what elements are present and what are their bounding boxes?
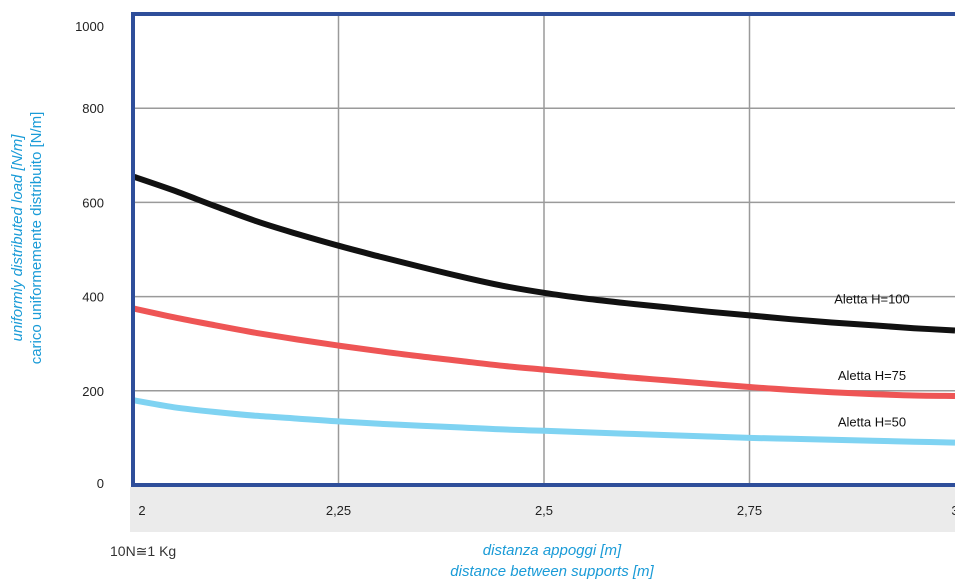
x-axis-label-english: distance between supports [m] bbox=[450, 563, 654, 580]
series-line-1 bbox=[132, 173, 955, 334]
series-line-3 bbox=[132, 397, 955, 446]
x-tick-label: 3 bbox=[951, 503, 955, 518]
unit-conversion-note: 10N≅1 Kg bbox=[110, 543, 176, 559]
y-axis-label-english: uniformly distributed load [N/m] bbox=[9, 134, 26, 342]
x-axis-label-italian: distanza appoggi [m] bbox=[483, 542, 622, 559]
x-tick-labels: 2 2,25 2,5 2,75 3 bbox=[138, 503, 955, 518]
series-label: Aletta H=100 bbox=[834, 291, 910, 306]
y-tick-label: 200 bbox=[82, 384, 104, 399]
plot-frame bbox=[131, 12, 955, 487]
x-tick-label: 2,75 bbox=[737, 503, 762, 518]
x-tick-band bbox=[130, 487, 955, 532]
y-tick-label: 1000 bbox=[75, 19, 104, 34]
y-tick-label: 400 bbox=[82, 290, 104, 305]
x-tick-label: 2,25 bbox=[326, 503, 351, 518]
series-line-2 bbox=[132, 305, 955, 399]
series-label: Aletta H=75 bbox=[838, 368, 906, 383]
x-tick-label: 2,5 bbox=[535, 503, 553, 518]
x-tick-label: 2 bbox=[138, 503, 145, 518]
y-tick-labels: 0 200 400 600 800 1000 bbox=[75, 19, 104, 491]
y-axis-label-italian: carico uniformemente distribuito [N/m] bbox=[28, 112, 45, 365]
y-tick-label: 800 bbox=[82, 101, 104, 116]
series-lines bbox=[132, 173, 955, 446]
series-label: Aletta H=50 bbox=[838, 415, 906, 430]
series-labels: Aletta H=100 Aletta H=75 Aletta H=50 bbox=[834, 291, 910, 429]
y-tick-label: 0 bbox=[97, 476, 104, 491]
y-tick-label: 600 bbox=[82, 195, 104, 210]
